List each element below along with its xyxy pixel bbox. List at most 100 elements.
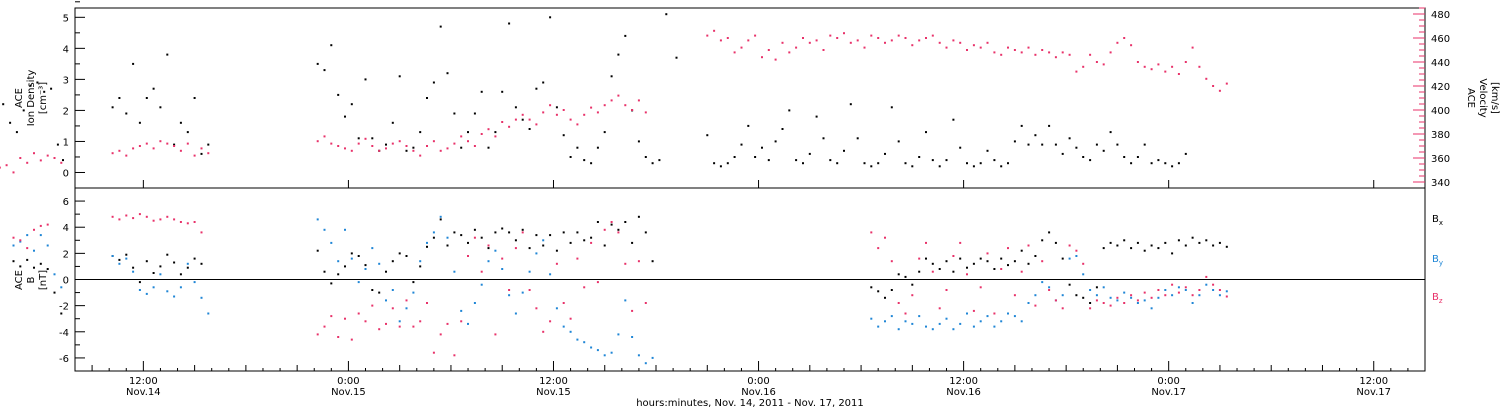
density-point (890, 106, 893, 109)
velocity-point (993, 51, 996, 54)
bz-point (1000, 268, 1003, 270)
velocity-point (815, 39, 818, 42)
density-point (398, 75, 401, 78)
density-point (419, 131, 422, 134)
velocity-point (808, 41, 811, 44)
bz-point (200, 231, 203, 234)
velocity-point (1007, 46, 1009, 49)
bz-point (193, 221, 196, 223)
velocity-point (193, 154, 196, 157)
by-point (145, 292, 148, 295)
density-point (1143, 143, 1146, 146)
by-point (132, 270, 135, 273)
density-point (767, 159, 770, 162)
density-point (966, 162, 968, 165)
bz-point (583, 286, 586, 289)
field-tick-label: 6 (63, 197, 69, 208)
density-point (843, 149, 845, 152)
bx-point (467, 241, 469, 244)
by-point (460, 309, 463, 312)
density-point (1027, 143, 1030, 146)
bz-point (1034, 304, 1037, 307)
velocity-point (535, 123, 538, 126)
bz-point (385, 322, 387, 325)
velocity-point (1130, 44, 1133, 47)
bx-point (145, 260, 148, 263)
bz-point (911, 294, 914, 297)
by-point (419, 260, 422, 263)
bz-point (569, 317, 572, 320)
bx-point (439, 218, 442, 221)
bx-point (877, 290, 880, 293)
by-point (931, 328, 934, 331)
bz-point (1198, 289, 1201, 291)
by-point (1048, 286, 1051, 289)
density-point (446, 72, 449, 75)
date-tick-label: Nov.16 (741, 387, 776, 398)
bz-point (350, 338, 353, 341)
density-point (1164, 162, 1167, 165)
bz-point (514, 247, 517, 250)
density-point (624, 34, 627, 37)
density-point (1075, 146, 1078, 149)
density-point (501, 90, 504, 93)
velocity-point (788, 51, 791, 54)
density-point (494, 131, 497, 134)
legend-bx: Bx (1432, 214, 1443, 227)
velocity-point (603, 104, 606, 107)
density-point (1000, 165, 1003, 168)
date-tick-label: Nov.14 (126, 387, 161, 398)
velocity-point (1171, 65, 1174, 68)
bx-point (316, 249, 319, 252)
field-tick-label: -4 (59, 328, 69, 339)
bx-point (26, 258, 29, 261)
by-point (467, 322, 469, 325)
velocity-point (1136, 61, 1139, 63)
bx-point (138, 281, 141, 284)
by-point (330, 241, 333, 244)
velocity-point (357, 142, 360, 145)
by-point (111, 255, 114, 257)
by-point (398, 320, 401, 323)
by-point (1225, 290, 1228, 293)
by-point (508, 294, 511, 297)
bx-point (473, 228, 476, 231)
bx-point (644, 231, 647, 234)
bz-point (405, 299, 408, 302)
density-point (925, 131, 927, 134)
density-tick-label: 2 (63, 106, 69, 117)
bz-point (1225, 295, 1228, 298)
bz-point (364, 320, 367, 323)
by-point (1205, 283, 1208, 286)
velocity-point (179, 149, 182, 152)
density-point (62, 159, 64, 162)
density-point (1177, 162, 1180, 165)
by-point (344, 228, 346, 231)
bz-point (610, 221, 613, 223)
density-point (1048, 124, 1051, 127)
by-point (624, 299, 627, 302)
velocity-tick-label: 420 (1431, 82, 1450, 93)
velocity-point (330, 142, 333, 145)
by-point (26, 234, 29, 237)
by-point (1095, 294, 1098, 297)
velocity-point (46, 154, 49, 157)
density-point (357, 137, 360, 140)
density-point (576, 146, 579, 149)
by-point (1130, 296, 1133, 299)
density-point (473, 112, 476, 115)
by-point (159, 273, 162, 276)
velocity-point (207, 152, 210, 155)
bx-point (1068, 283, 1071, 286)
bx-point (19, 265, 22, 268)
velocity-point (419, 154, 422, 157)
by-point (959, 322, 962, 325)
density-point (952, 118, 955, 121)
velocity-tick-label: 480 (1431, 10, 1450, 21)
velocity-point (1020, 51, 1023, 54)
density-point (1123, 156, 1126, 158)
density-point (549, 16, 552, 19)
velocity-point (323, 135, 326, 138)
density-point (1020, 124, 1023, 127)
